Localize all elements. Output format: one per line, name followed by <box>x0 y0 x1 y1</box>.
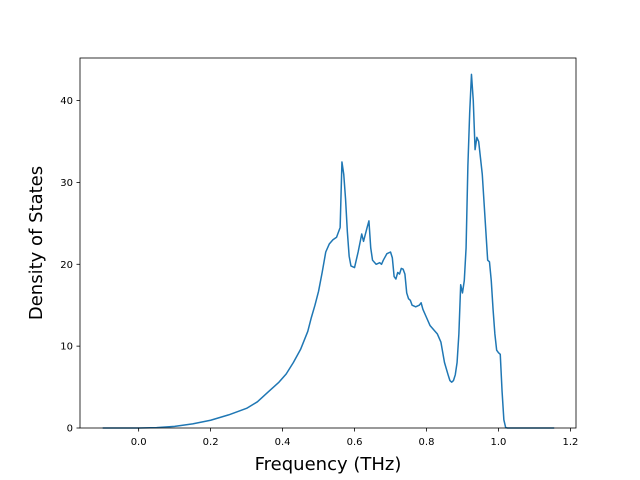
series-line-0 <box>102 73 555 429</box>
y-tick-label: 30 <box>60 178 73 189</box>
x-tick-label: 1.2 <box>562 437 578 448</box>
y-tick-label: 10 <box>60 342 73 353</box>
plot-area <box>102 73 555 429</box>
y-tick-label: 20 <box>60 260 73 271</box>
x-tick-label: 0.8 <box>419 437 435 448</box>
x-tick-label: 0.4 <box>275 437 291 448</box>
axes-frame <box>79 57 577 429</box>
y-axis: 0 10 20 30 40 <box>60 96 80 435</box>
y-tick-label: 40 <box>60 96 73 107</box>
y-tick-label: 0 <box>67 424 73 435</box>
x-axis-label: Frequency (THz) <box>255 454 402 475</box>
x-axis: 0.0 0.2 0.4 0.6 0.8 1.0 1.2 <box>131 428 578 448</box>
x-tick-label: 0.2 <box>203 437 219 448</box>
x-tick-label: 1.0 <box>491 437 507 448</box>
y-axis-label: Density of States <box>26 166 47 320</box>
x-tick-label: 0.0 <box>131 437 147 448</box>
x-tick-label: 0.6 <box>347 437 363 448</box>
